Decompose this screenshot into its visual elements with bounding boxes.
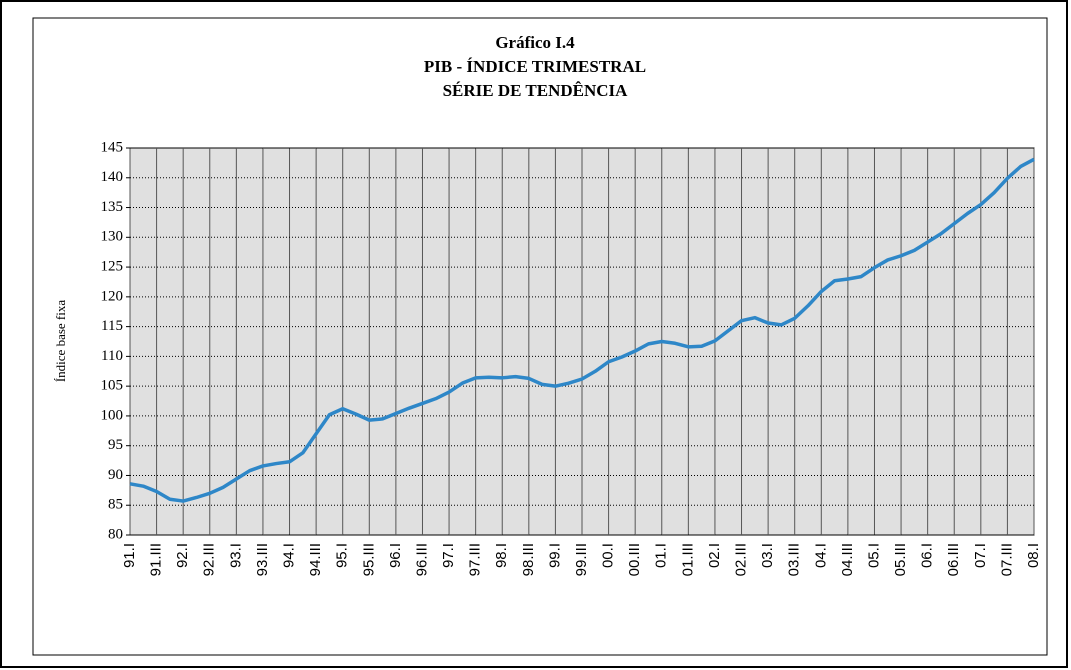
y-tick-label: 90 [108,467,123,483]
y-tick-label: 120 [101,288,124,304]
y-tick-label: 95 [108,437,123,453]
x-tick-label: 94.I [280,543,297,568]
x-tick-label: 06.III [945,543,962,576]
x-tick-label: 07.III [998,543,1015,576]
x-tick-label: 03.I [759,543,776,568]
y-tick-label: 105 [101,378,124,394]
x-tick-label: 97.I [440,543,457,568]
x-tick-label: 99.I [546,543,563,568]
data-line [129,157,1035,503]
x-tick-label: 00.III [626,543,643,576]
x-tick-label: 92.III [201,543,218,576]
x-tick-label: 91.I [121,543,138,568]
x-tick-label: 03.III [786,543,803,576]
x-tick-label: 94.III [307,543,324,576]
x-tick-label: 96.I [387,543,404,568]
x-tick-label: 91.III [148,543,165,576]
x-tick-label: 96.III [413,543,430,576]
y-tick-label: 145 [101,139,124,155]
chart-title: PIB - ÍNDICE TRIMESTRAL [424,57,646,76]
x-tick-label: 97.III [467,543,484,576]
x-tick-label: 98.III [520,543,537,576]
x-tick-label: 93.I [227,543,244,568]
y-tick-label: 140 [101,169,124,185]
x-tick-label: 07.I [972,543,989,568]
y-tick-label: 125 [101,259,124,275]
y-tick-label: 130 [101,229,124,245]
x-tick-label: 05.I [865,543,882,568]
x-tick-label: 01.I [653,543,670,568]
x-tick-label: 02.I [706,543,723,568]
x-tick-label: 05.III [892,543,909,576]
x-tick-label: 00.I [600,543,617,568]
x-tick-label: 99.III [573,543,590,576]
y-tick-label: 100 [101,407,124,423]
x-tick-label: 08.I [1025,543,1042,568]
chart-title: Gráfico I.4 [495,33,575,52]
chart-title: SÉRIE DE TENDÊNCIA [443,81,629,100]
y-tick-label: 135 [101,199,124,215]
x-tick-label: 92.I [174,543,191,568]
x-tick-label: 95.III [360,543,377,576]
x-tick-label: 93.III [254,543,271,576]
y-tick-label: 85 [108,497,123,513]
y-tick-label: 115 [101,318,123,334]
x-tick-label: 95.I [334,543,351,568]
x-tick-label: 02.III [732,543,749,576]
x-tick-label: 98.I [493,543,510,568]
y-tick-label: 80 [108,526,123,542]
x-tick-label: 06.I [919,543,936,568]
y-tick-label: 110 [101,348,123,364]
x-tick-label: 04.I [812,543,829,568]
y-axis-label: Índice base fixa [53,300,68,383]
x-tick-label: 04.III [839,543,856,576]
x-tick-label: 01.III [679,543,696,576]
